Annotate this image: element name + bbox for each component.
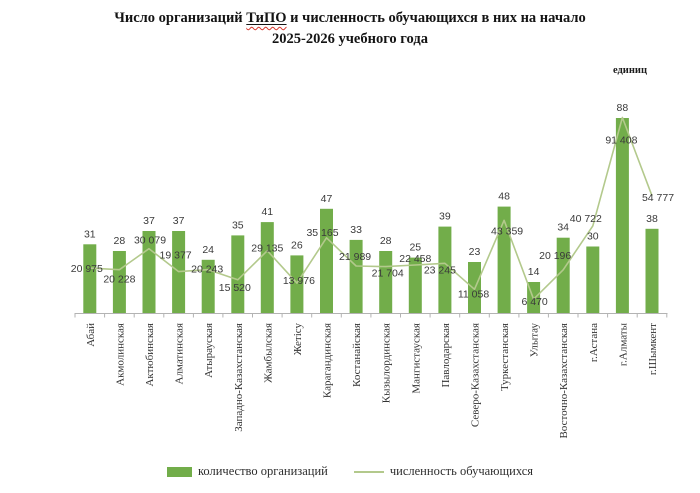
- bar-value-label: 24: [202, 244, 214, 256]
- category-label-Атырауская: Атырауская: [203, 323, 215, 378]
- bar-value-label: 23: [469, 246, 481, 258]
- category-label-Туркестанская: Туркестанская: [499, 323, 511, 391]
- bar-value-label: 33: [350, 224, 362, 236]
- line-value-label: 21 704: [372, 268, 404, 280]
- line-value-label: 91 408: [605, 135, 637, 147]
- line-value-label: 20 228: [103, 274, 135, 286]
- category-label-Жетісу: Жетісу: [292, 323, 304, 356]
- bar-value-label: 14: [528, 266, 540, 278]
- legend-item-organizations: количество организаций: [166, 464, 328, 479]
- category-label-Костанайская: Костанайская: [351, 323, 363, 387]
- line-value-label: 6 470: [521, 296, 547, 308]
- bar-value-label: 25: [409, 242, 421, 254]
- title-text-after: и численность обучающихся в них на начал…: [286, 10, 586, 26]
- category-label-Жамбылская: Жамбылская: [262, 323, 274, 383]
- line-value-label: 23 245: [424, 264, 456, 276]
- bar-value-label: 37: [173, 215, 185, 227]
- category-label-г.Астана: г.Астана: [588, 323, 600, 362]
- bar-Кызылординская: [379, 251, 393, 313]
- bar-value-label: 38: [646, 213, 658, 225]
- chart-title: Число организаций ТиПО и численность обу…: [0, 8, 700, 50]
- line-value-label: 35 165: [306, 227, 338, 239]
- line-value-label: 20 975: [71, 263, 103, 275]
- bar-value-label: 41: [261, 206, 273, 218]
- title-underlined-word: ТиПО: [246, 10, 286, 26]
- legend-bar-swatch: [166, 466, 192, 477]
- title-text-before: Число организаций: [114, 10, 247, 26]
- bar-Карагандинская: [320, 208, 333, 313]
- students-line: [89, 116, 653, 301]
- bar-Жетісу: [290, 255, 304, 313]
- line-value-label: 15 520: [219, 282, 251, 294]
- bar-value-label: 88: [617, 102, 629, 114]
- legend-bar-label: количество организаций: [197, 464, 328, 478]
- spellcheck-underline-word: ТиПО: [246, 10, 287, 26]
- line-value-label: 20 243: [191, 264, 223, 276]
- bar-value-label: 47: [321, 193, 333, 205]
- category-label-г.Шымкент: г.Шымкент: [647, 323, 659, 375]
- bar-Абай: [83, 244, 97, 313]
- bar-value-label: 37: [143, 215, 155, 227]
- category-label-Улытау: Улытау: [529, 323, 541, 358]
- category-label-Восточно-Казахстанская: Восточно-Казахстанская: [558, 323, 570, 439]
- line-value-label: 22 458: [399, 253, 431, 265]
- line-value-label: 54 777: [642, 192, 674, 204]
- bar-value-label: 30: [587, 231, 599, 243]
- category-label-Карагандинская: Карагандинская: [322, 323, 334, 398]
- category-label-Актюбинская: Актюбинская: [144, 323, 156, 387]
- category-label-Западно-Казахстанская: Западно-Казахстанская: [233, 323, 245, 432]
- category-label-г.Алматы: г.Алматы: [617, 322, 629, 366]
- bar-value-label: 39: [439, 211, 451, 223]
- bar-value-label: 26: [291, 239, 303, 251]
- bar-г.Астана: [586, 246, 600, 313]
- line-value-label: 30 079: [134, 235, 166, 247]
- chart-legend: количество организаций численность обуча…: [0, 464, 700, 479]
- category-label-Абай: Абай: [85, 323, 97, 347]
- bar-Туркестанская: [497, 206, 511, 313]
- legend-line-swatch: [353, 470, 384, 473]
- bar-Жамбылская: [260, 222, 274, 313]
- legend-item-students: численность обучающихся: [353, 464, 534, 479]
- bar-г.Шымкент: [645, 228, 659, 313]
- chart-title-line2: 2025-2026 учебного года: [272, 31, 428, 47]
- axis-unit-label: единиц: [612, 65, 648, 76]
- line-value-label: 29 135: [251, 243, 283, 255]
- category-label-Алматинская: Алматинская: [174, 323, 186, 385]
- category-label-Северо-Казахстанская: Северо-Казахстанская: [470, 323, 482, 427]
- bar-value-label: 34: [557, 222, 569, 234]
- category-label-Мангистауская: Мангистауская: [410, 323, 422, 394]
- line-value-label: 13 976: [283, 275, 315, 287]
- line-value-label: 40 722: [570, 213, 602, 225]
- bar-value-label: 28: [114, 235, 126, 247]
- category-label-Акмолинская: Акмолинская: [114, 323, 126, 386]
- chart-title-line1: Число организаций ТиПО и численность обу…: [0, 8, 700, 29]
- line-value-label: 20 196: [539, 250, 571, 262]
- bar-value-label: 48: [498, 191, 510, 203]
- category-label-Кызылординская: Кызылординская: [381, 323, 393, 403]
- legend-line-label: численность обучающихся: [389, 464, 534, 478]
- bar-Мангистауская: [408, 257, 422, 313]
- bar-Костанайская: [349, 239, 363, 313]
- bar-value-label: 28: [380, 235, 392, 247]
- bar-Павлодарская: [438, 226, 452, 313]
- bar-г.Алматы: [615, 118, 629, 313]
- bar-value-label: 35: [232, 219, 244, 231]
- bar-Атырауская: [201, 259, 215, 313]
- line-value-label: 19 377: [160, 250, 192, 262]
- category-label-Павлодарская: Павлодарская: [440, 323, 452, 388]
- bar-Восточно-Казахстанская: [556, 237, 570, 313]
- line-value-label: 43 359: [491, 225, 523, 237]
- line-value-label: 21 989: [339, 251, 371, 263]
- bar-value-label: 31: [84, 228, 96, 240]
- line-value-label: 11 058: [458, 288, 489, 300]
- bar-Западно-Казахстанская: [231, 235, 245, 313]
